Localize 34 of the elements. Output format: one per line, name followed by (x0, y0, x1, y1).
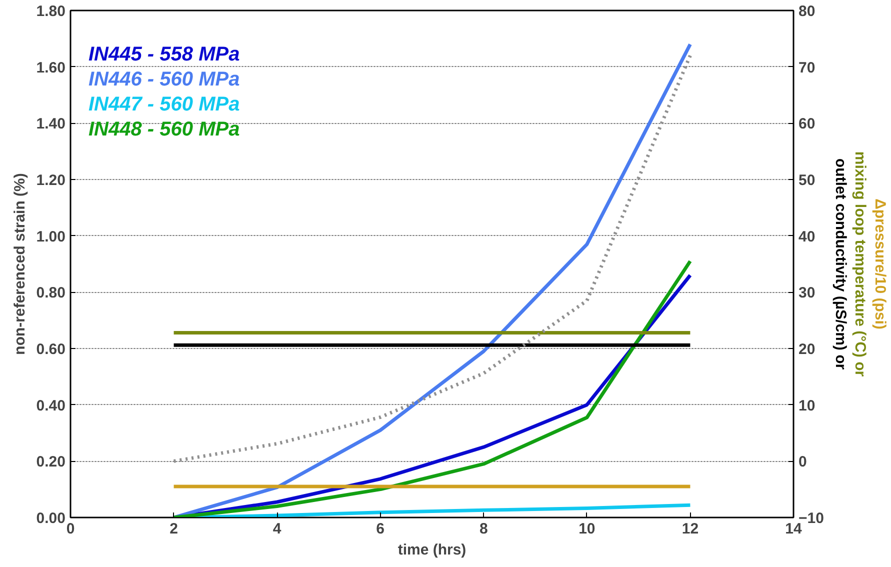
x-tick-label: 6 (376, 520, 385, 538)
y-tick-label: 0.80 (36, 284, 66, 302)
y2-tick-label: 0 (798, 454, 807, 471)
y2-tick-label: 60 (798, 116, 816, 133)
y-tick-label: 0.00 (36, 510, 66, 527)
y-tick-label: 1.60 (36, 59, 66, 76)
y2-tick-label: 50 (798, 172, 816, 189)
y-tick-label: 0.60 (36, 341, 66, 358)
y-tick-label: 0.20 (36, 454, 66, 471)
y2-tick-label: 70 (798, 59, 816, 76)
x-tick-label: 14 (785, 520, 802, 538)
x-axis-title: time (hrs) (398, 542, 466, 558)
y2-tick-label: 30 (798, 284, 816, 302)
y-tick-label: 1.00 (36, 228, 66, 246)
x-tick-label: 2 (170, 520, 178, 538)
y2-tick-label: 20 (798, 341, 816, 358)
y2-tick-label: 80 (798, 3, 816, 20)
y-tick-label: 1.40 (36, 116, 66, 133)
text: IN446 - 560 MPa (88, 68, 240, 90)
x-tick-label: 0 (66, 520, 75, 538)
y2-tick-label: 10 (798, 397, 816, 414)
y2-axis-title: outlet conductivity (µS/cm) or mixing loop temperature (°C) or Δpressure/10 (psi) (832, 151, 888, 377)
y2-tick-label: 40 (798, 228, 816, 246)
text: IN447 - 560 MPa (88, 94, 240, 116)
y-axis-title: non-referenced strain (%) (11, 173, 28, 355)
y-tick-label: 1.20 (36, 172, 66, 189)
x-tick-label: 8 (479, 520, 488, 538)
x-tick-label: 4 (272, 520, 282, 538)
y-tick-label: 1.80 (36, 3, 66, 20)
text: IN445 - 558 MPa (88, 44, 240, 66)
text: IN448 - 560 MPa (88, 118, 240, 140)
x-tick-label: 10 (578, 520, 596, 538)
x-tick-label: 12 (682, 520, 699, 538)
y-tick-label: 0.40 (36, 397, 66, 414)
